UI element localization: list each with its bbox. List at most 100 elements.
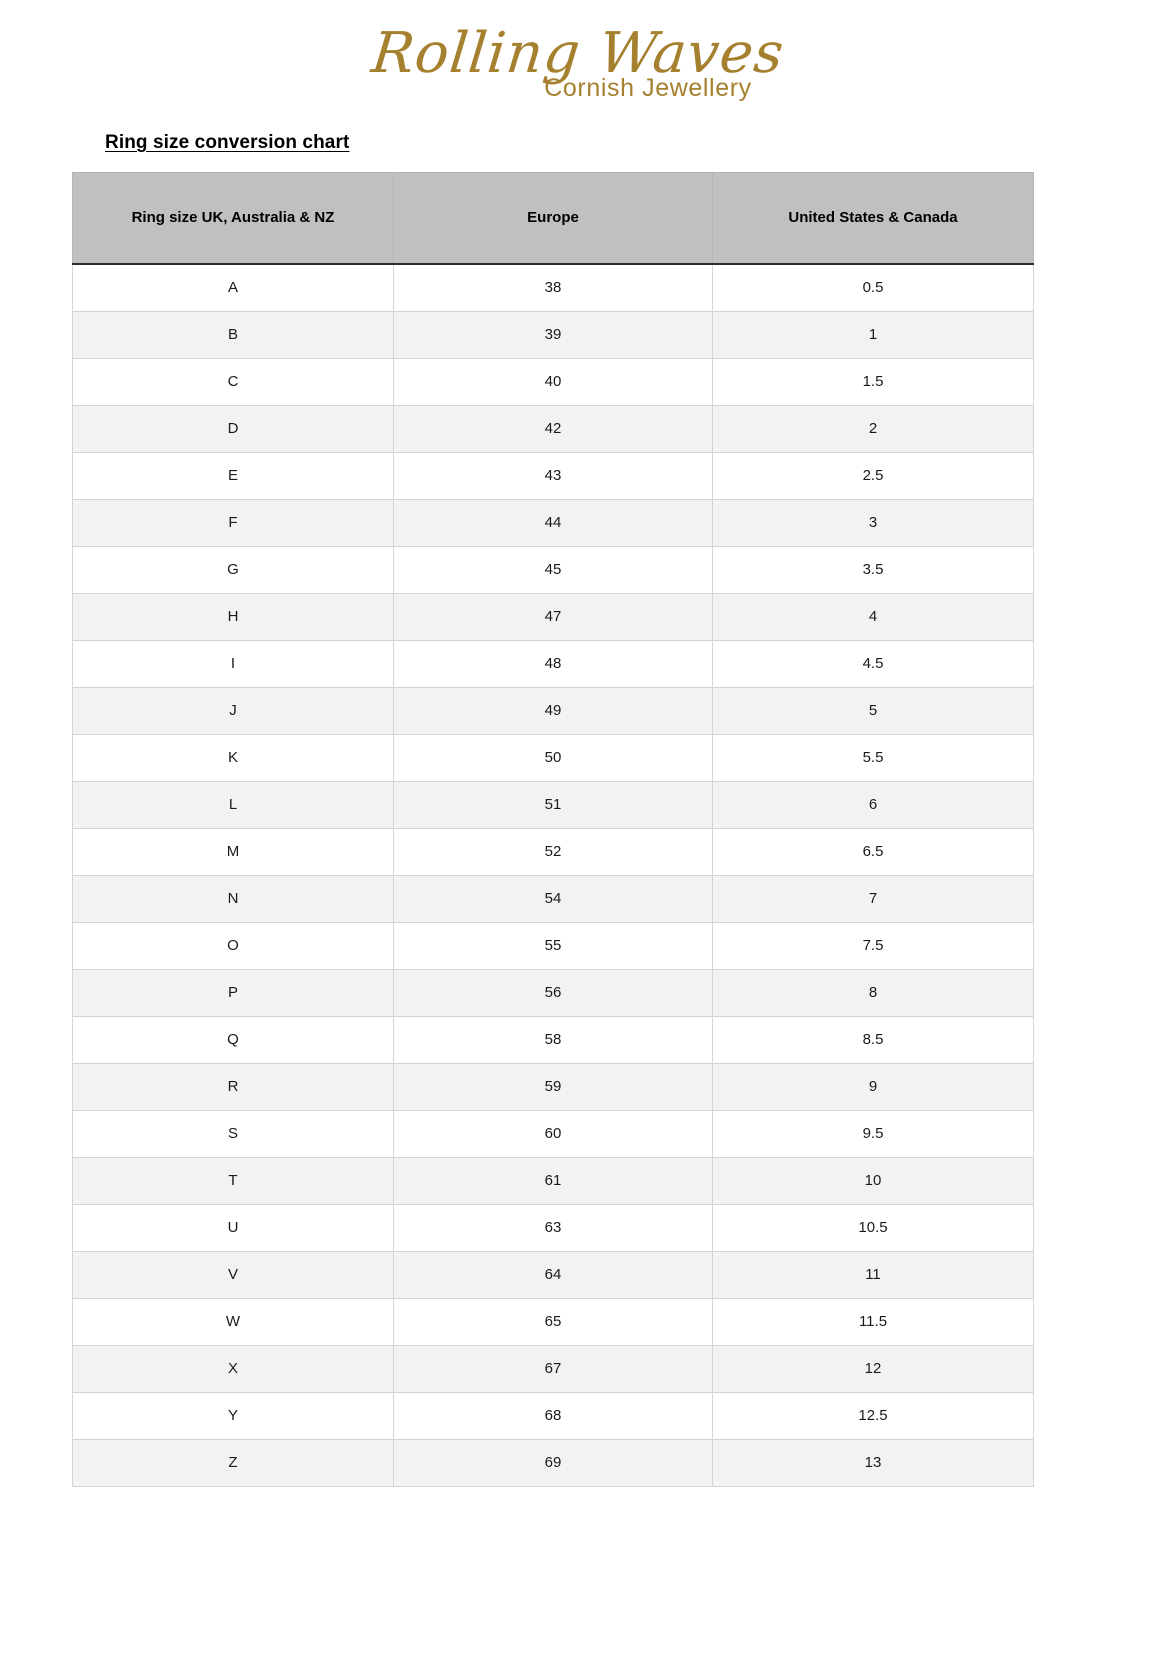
- cell-us-canada-size: 3.5: [712, 546, 1034, 594]
- table-body: A 38 0.5 B 39 1 C 40 1.5 D 42 2 E 43 2.5 F 44 3 G 45 3.5 H 47 4…: [72, 263, 1034, 1487]
- table-row: W 65 11.5: [72, 1298, 1034, 1346]
- cell-us-canada-size: 13: [712, 1439, 1034, 1487]
- cell-europe-size: 69: [393, 1439, 713, 1487]
- cell-uk-size: W: [72, 1298, 394, 1346]
- cell-uk-size: F: [72, 499, 394, 547]
- cell-us-canada-size: 6: [712, 781, 1034, 829]
- cell-uk-size: B: [72, 311, 394, 359]
- cell-uk-size: G: [72, 546, 394, 594]
- cell-europe-size: 38: [393, 263, 713, 312]
- cell-uk-size: A: [72, 263, 394, 312]
- table-row: S 60 9.5: [72, 1110, 1034, 1158]
- table-row: I 48 4.5: [72, 640, 1034, 688]
- table-row: R 59 9: [72, 1063, 1034, 1111]
- cell-uk-size: K: [72, 734, 394, 782]
- cell-europe-size: 64: [393, 1251, 713, 1299]
- cell-europe-size: 68: [393, 1392, 713, 1440]
- table-row: Z 69 13: [72, 1439, 1034, 1487]
- cell-europe-size: 47: [393, 593, 713, 641]
- table-row: V 64 11: [72, 1251, 1034, 1299]
- table-row: C 40 1.5: [72, 358, 1034, 406]
- cell-us-canada-size: 7: [712, 875, 1034, 923]
- table-row: O 55 7.5: [72, 922, 1034, 970]
- cell-europe-size: 50: [393, 734, 713, 782]
- table-row: A 38 0.5: [72, 263, 1034, 312]
- brand-logo-inner: Rolling Waves Cornish Jewellery: [369, 21, 788, 102]
- cell-europe-size: 61: [393, 1157, 713, 1205]
- cell-us-canada-size: 5: [712, 687, 1034, 735]
- cell-europe-size: 55: [393, 922, 713, 970]
- table-header: Ring size UK, Australia & NZ Europe Unit…: [72, 172, 1034, 265]
- cell-europe-size: 43: [393, 452, 713, 500]
- page-title-container: Ring size conversion chart: [0, 132, 1156, 154]
- cell-europe-size: 44: [393, 499, 713, 547]
- table-row: H 47 4: [72, 593, 1034, 641]
- cell-us-canada-size: 10.5: [712, 1204, 1034, 1252]
- cell-us-canada-size: 11.5: [712, 1298, 1034, 1346]
- cell-europe-size: 59: [393, 1063, 713, 1111]
- cell-uk-size: Q: [72, 1016, 394, 1064]
- cell-us-canada-size: 4: [712, 593, 1034, 641]
- table-row: L 51 6: [72, 781, 1034, 829]
- cell-europe-size: 54: [393, 875, 713, 923]
- cell-uk-size: E: [72, 452, 394, 500]
- brand-logo: Rolling Waves Cornish Jewellery: [0, 0, 1156, 104]
- cell-uk-size: I: [72, 640, 394, 688]
- cell-uk-size: V: [72, 1251, 394, 1299]
- cell-uk-size: J: [72, 687, 394, 735]
- cell-uk-size: C: [72, 358, 394, 406]
- cell-europe-size: 48: [393, 640, 713, 688]
- table-row: N 54 7: [72, 875, 1034, 923]
- cell-uk-size: L: [72, 781, 394, 829]
- cell-europe-size: 65: [393, 1298, 713, 1346]
- cell-europe-size: 63: [393, 1204, 713, 1252]
- cell-us-canada-size: 11: [712, 1251, 1034, 1299]
- cell-europe-size: 52: [393, 828, 713, 876]
- cell-uk-size: X: [72, 1345, 394, 1393]
- cell-europe-size: 40: [393, 358, 713, 406]
- table-row: D 42 2: [72, 405, 1034, 453]
- cell-europe-size: 56: [393, 969, 713, 1017]
- cell-uk-size: M: [72, 828, 394, 876]
- table-row: X 67 12: [72, 1345, 1034, 1393]
- cell-uk-size: Z: [72, 1439, 394, 1487]
- cell-us-canada-size: 3: [712, 499, 1034, 547]
- cell-us-canada-size: 1: [712, 311, 1034, 359]
- table-row: T 61 10: [72, 1157, 1034, 1205]
- cell-us-canada-size: 8: [712, 969, 1034, 1017]
- cell-us-canada-size: 12: [712, 1345, 1034, 1393]
- cell-uk-size: H: [72, 593, 394, 641]
- page-title: Ring size conversion chart: [105, 132, 350, 153]
- table-row: J 49 5: [72, 687, 1034, 735]
- cell-uk-size: U: [72, 1204, 394, 1252]
- table-row: E 43 2.5: [72, 452, 1034, 500]
- table-row: U 63 10.5: [72, 1204, 1034, 1252]
- column-header-europe: Europe: [393, 172, 713, 265]
- cell-uk-size: Y: [72, 1392, 394, 1440]
- cell-us-canada-size: 9.5: [712, 1110, 1034, 1158]
- table-row: Q 58 8.5: [72, 1016, 1034, 1064]
- cell-uk-size: S: [72, 1110, 394, 1158]
- cell-us-canada-size: 10: [712, 1157, 1034, 1205]
- ring-size-conversion-table: Ring size UK, Australia & NZ Europe Unit…: [72, 172, 1034, 1487]
- cell-us-canada-size: 1.5: [712, 358, 1034, 406]
- cell-uk-size: P: [72, 969, 394, 1017]
- cell-us-canada-size: 8.5: [712, 1016, 1034, 1064]
- cell-us-canada-size: 0.5: [712, 263, 1034, 312]
- column-header-uk: Ring size UK, Australia & NZ: [72, 172, 394, 265]
- cell-us-canada-size: 5.5: [712, 734, 1034, 782]
- cell-europe-size: 51: [393, 781, 713, 829]
- brand-tagline: Cornish Jewellery: [544, 74, 752, 102]
- cell-uk-size: D: [72, 405, 394, 453]
- cell-us-canada-size: 6.5: [712, 828, 1034, 876]
- cell-uk-size: N: [72, 875, 394, 923]
- table-row: F 44 3: [72, 499, 1034, 547]
- cell-uk-size: T: [72, 1157, 394, 1205]
- cell-us-canada-size: 12.5: [712, 1392, 1034, 1440]
- cell-us-canada-size: 4.5: [712, 640, 1034, 688]
- table-row: M 52 6.5: [72, 828, 1034, 876]
- cell-us-canada-size: 7.5: [712, 922, 1034, 970]
- cell-us-canada-size: 2.5: [712, 452, 1034, 500]
- column-header-us-canada: United States & Canada: [712, 172, 1034, 265]
- cell-us-canada-size: 2: [712, 405, 1034, 453]
